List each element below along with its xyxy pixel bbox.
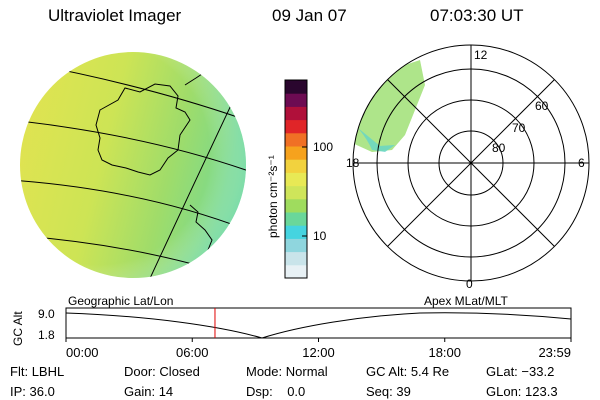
orbit-plot: GC Alt 9.0 1.8 00:00 06:00 12:00 18:00 23:59 <box>11 307 572 360</box>
gain-info: Gain: 14 <box>124 384 174 399</box>
filter-info: Flt: LBHL <box>10 364 65 379</box>
x-tick-label: 12:00 <box>302 345 335 360</box>
x-tick-label: 06:00 <box>176 345 209 360</box>
earth-disk-image <box>20 52 246 278</box>
colorbar-segment <box>285 119 307 134</box>
ip-info: IP: 36.0 <box>10 384 55 399</box>
mlt-label-0: 0 <box>466 277 473 291</box>
seq-info: Seq: 39 <box>366 384 411 399</box>
colorbar-tick-label: 10 <box>313 229 327 243</box>
image-title: Ultraviolet Imager <box>48 6 182 25</box>
colorbar-segment <box>285 264 307 279</box>
colorbar-segment <box>285 132 307 147</box>
mlt-label-12: 12 <box>474 48 488 62</box>
coastline <box>95 83 191 176</box>
gcalt-info: GC Alt: 5.4 Re <box>366 364 450 379</box>
mlat-label-60: 60 <box>535 99 549 113</box>
mode-info: Mode: Normal <box>246 364 328 379</box>
ytick-1-8: 1.8 <box>38 328 55 342</box>
colorbar-segment <box>285 251 307 266</box>
time-label: 07:03:30 UT <box>430 6 524 25</box>
date-label: 09 Jan 07 <box>272 6 347 25</box>
lat-line <box>20 119 246 176</box>
colorbar-segment <box>285 225 307 239</box>
mlat-label-70: 70 <box>512 121 526 135</box>
colorbar-segment <box>285 212 307 226</box>
colorbar-tick-label: 100 <box>313 140 333 154</box>
door-info: Door: Closed <box>124 364 200 379</box>
auroral-oval-image <box>353 60 425 152</box>
glat-info: GLat: −33.2 <box>486 364 555 379</box>
x-tick-label: 23:59 <box>538 345 571 360</box>
mlat-label-80: 80 <box>492 141 506 155</box>
x-tick-label: 00:00 <box>66 345 99 360</box>
geo-label: Geographic Lat/Lon <box>68 294 173 308</box>
glon-info: GLon: 123.3 <box>486 384 558 399</box>
colorbar-segment <box>285 198 307 213</box>
mlt-label-18: 18 <box>346 156 360 170</box>
altitude-curve <box>65 312 572 339</box>
colorbar-segment <box>285 106 307 121</box>
colorbar: 100 10 <box>284 79 333 279</box>
colorbar-unit-label: photon cm⁻²s⁻¹ <box>266 155 280 238</box>
polar-plot: 12 18 6 0 60 70 80 <box>346 44 590 291</box>
colorbar-segment <box>285 93 307 107</box>
colorbar-segment <box>285 238 307 253</box>
dsp-info: Dsp: 0.0 <box>246 384 306 399</box>
colorbar-segment <box>285 172 307 187</box>
ytick-9: 9.0 <box>38 307 55 321</box>
orbit-ylabel: GC Alt <box>11 311 25 346</box>
colorbar-segment <box>285 146 307 160</box>
mlt-label-6: 6 <box>578 156 585 170</box>
apex-label: Apex MLat/MLT <box>424 294 508 308</box>
colorbar-segment <box>285 185 307 200</box>
lon-line <box>139 52 246 278</box>
x-tick-label: 18:00 <box>428 345 461 360</box>
colorbar-segment <box>285 80 307 94</box>
colorbar-segment <box>285 159 307 173</box>
colorbar-frame <box>284 79 308 279</box>
